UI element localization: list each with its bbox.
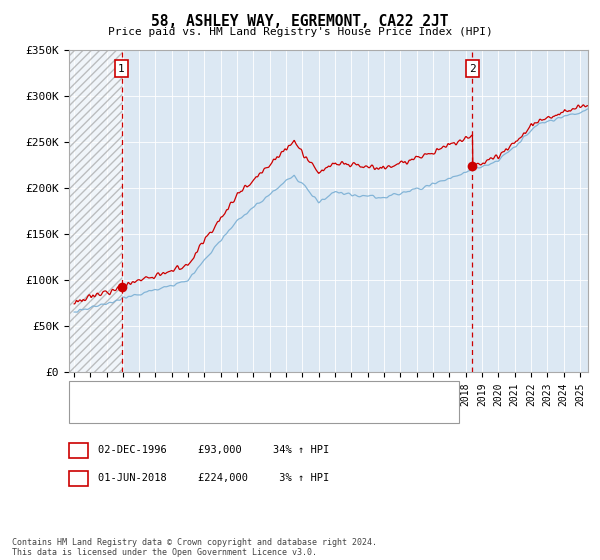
Text: 01-JUN-2018     £224,000     3% ↑ HPI: 01-JUN-2018 £224,000 3% ↑ HPI <box>98 473 329 483</box>
Text: HPI: Average price, detached house, Cumberland: HPI: Average price, detached house, Cumb… <box>105 407 375 417</box>
Text: 58, ASHLEY WAY, EGREMONT, CA22 2JT: 58, ASHLEY WAY, EGREMONT, CA22 2JT <box>151 14 449 29</box>
Text: 58, ASHLEY WAY, EGREMONT, CA22 2JT (detached house): 58, ASHLEY WAY, EGREMONT, CA22 2JT (deta… <box>105 388 404 398</box>
Text: 02-DEC-1996     £93,000     34% ↑ HPI: 02-DEC-1996 £93,000 34% ↑ HPI <box>98 445 329 455</box>
Text: Price paid vs. HM Land Registry's House Price Index (HPI): Price paid vs. HM Land Registry's House … <box>107 27 493 37</box>
Text: ——: —— <box>78 386 93 399</box>
Text: Contains HM Land Registry data © Crown copyright and database right 2024.
This d: Contains HM Land Registry data © Crown c… <box>12 538 377 557</box>
Text: ——: —— <box>78 406 93 419</box>
Text: 1: 1 <box>118 64 125 74</box>
Text: 2: 2 <box>469 64 476 74</box>
Text: 2: 2 <box>76 473 82 483</box>
Bar <box>69 50 122 372</box>
Text: 1: 1 <box>76 445 82 455</box>
